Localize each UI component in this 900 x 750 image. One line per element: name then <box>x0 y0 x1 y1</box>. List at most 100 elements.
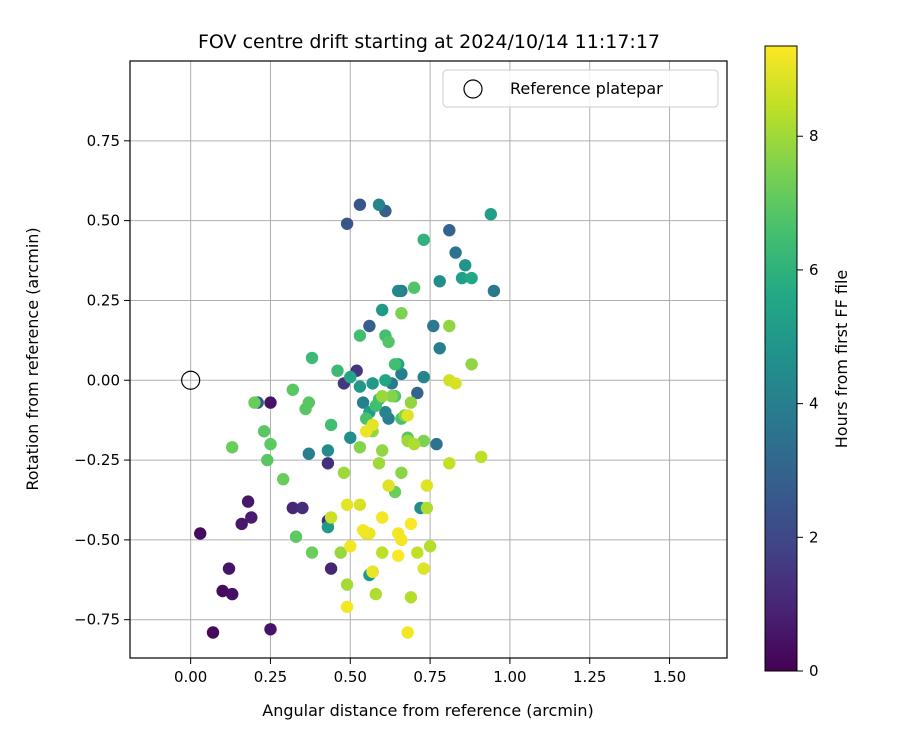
data-point <box>235 517 248 531</box>
colorbar-tick-label: 8 <box>809 127 819 145</box>
data-point <box>423 540 437 553</box>
data-point <box>248 396 261 409</box>
data-point <box>459 259 472 272</box>
data-point <box>455 271 469 285</box>
data-point <box>417 562 430 575</box>
data-point <box>369 587 382 601</box>
data-point <box>277 473 290 486</box>
y-tick-label: 0.00 <box>87 371 120 389</box>
x-tick-label: 1.00 <box>493 668 526 686</box>
x-axis: 0.00 0.25 0.50 0.75 1.00 1.25 1.50 <box>174 658 686 686</box>
data-point <box>417 434 430 448</box>
plot-area <box>130 61 727 658</box>
data-point <box>401 409 414 422</box>
colorbar-axis: 0 2 4 6 8 <box>797 127 819 680</box>
data-point <box>366 565 379 578</box>
data-point <box>449 377 462 390</box>
data-point <box>321 457 335 470</box>
data-point <box>379 406 392 419</box>
data-point <box>395 367 408 381</box>
data-point <box>226 441 239 454</box>
data-point <box>302 396 315 409</box>
data-point <box>353 198 367 211</box>
data-point <box>376 511 389 524</box>
data-point <box>376 444 389 457</box>
reference-platepar-marker <box>181 370 201 390</box>
data-point <box>337 466 351 479</box>
data-point <box>353 329 367 342</box>
y-tick-label: −0.50 <box>74 531 120 549</box>
data-point <box>420 479 434 492</box>
data-point <box>356 396 370 409</box>
data-point <box>305 351 319 365</box>
y-tick-label: −0.75 <box>74 611 120 629</box>
data-point <box>484 208 497 221</box>
data-point <box>366 377 379 390</box>
data-point <box>353 441 367 454</box>
data-point <box>206 626 220 639</box>
data-point <box>302 447 315 460</box>
data-point <box>404 591 418 604</box>
data-point <box>264 623 277 636</box>
data-point <box>411 546 424 559</box>
data-point <box>392 284 405 298</box>
data-point <box>286 501 299 515</box>
data-point <box>241 495 255 508</box>
data-point <box>433 275 446 288</box>
legend-entry-reference-platepar: Reference platepar <box>510 79 663 98</box>
data-point <box>385 390 398 403</box>
data-point <box>407 281 421 294</box>
data-point <box>379 374 392 387</box>
data-point <box>372 198 386 211</box>
data-point <box>404 517 418 531</box>
data-point <box>324 418 338 432</box>
data-point <box>353 380 367 393</box>
data-point <box>382 335 395 349</box>
data-point <box>420 501 434 515</box>
colorbar-frame <box>764 45 798 672</box>
data-point <box>360 425 373 438</box>
x-tick-label: 1.25 <box>573 668 606 686</box>
data-point <box>334 546 347 559</box>
data-point <box>216 584 229 598</box>
data-point <box>407 437 421 451</box>
data-point <box>401 626 414 639</box>
data-point <box>222 562 236 575</box>
data-point <box>363 319 376 333</box>
data-point <box>475 450 488 464</box>
data-point <box>194 527 207 540</box>
data-point <box>443 319 456 333</box>
data-point <box>417 370 430 384</box>
data-point <box>443 224 456 237</box>
data-point <box>324 511 338 524</box>
data-point <box>395 533 408 547</box>
data-point <box>321 520 335 534</box>
data-point <box>264 396 277 409</box>
data-point <box>443 457 456 470</box>
data-point <box>261 453 274 467</box>
data-point <box>289 530 303 543</box>
data-point <box>331 364 344 377</box>
data-point <box>382 479 395 492</box>
colorbar-tick-label: 2 <box>809 528 819 546</box>
data-point <box>226 587 239 601</box>
data-point <box>286 383 299 396</box>
data-point <box>324 562 338 575</box>
data-point <box>376 390 389 403</box>
x-tick-label: 0.25 <box>254 668 287 686</box>
data-point <box>340 578 354 591</box>
data-point <box>344 540 357 553</box>
data-point <box>433 342 446 355</box>
data-point <box>395 307 408 320</box>
data-point <box>449 246 462 259</box>
y-tick-label: −0.25 <box>74 451 120 469</box>
data-point <box>245 511 258 524</box>
data-point <box>465 358 478 371</box>
data-point <box>344 370 357 384</box>
colorbar <box>765 46 797 671</box>
colorbar-tick-label: 6 <box>809 261 819 279</box>
x-axis-label: Angular distance from reference (arcmin) <box>262 701 593 720</box>
data-point <box>392 549 405 562</box>
chart-title: FOV centre drift starting at 2024/10/14 … <box>198 31 660 53</box>
data-point <box>487 284 501 298</box>
